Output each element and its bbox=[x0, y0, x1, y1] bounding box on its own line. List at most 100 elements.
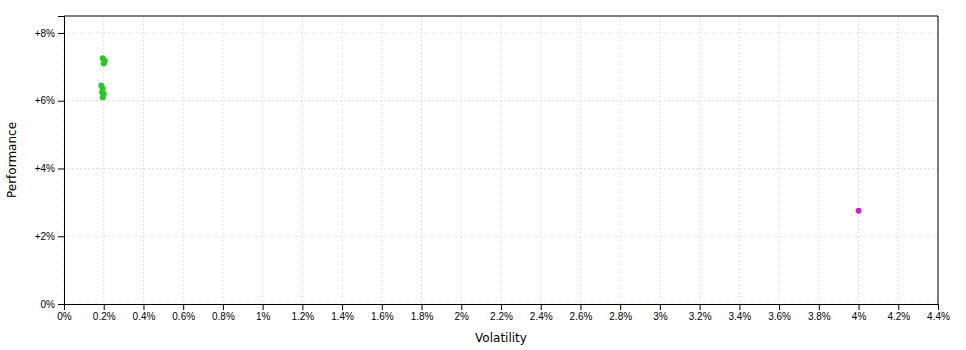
tick-label: 4% bbox=[852, 311, 867, 322]
tick-mark bbox=[382, 304, 383, 310]
tick-label: +2% bbox=[35, 231, 55, 242]
tick-mark bbox=[779, 304, 780, 310]
tick-label: 0% bbox=[41, 299, 56, 310]
tick-label: 3% bbox=[653, 311, 668, 322]
tick-mark bbox=[183, 304, 184, 310]
grid-line bbox=[64, 100, 938, 101]
tick-label: +6% bbox=[35, 95, 55, 106]
grid-line bbox=[540, 16, 541, 304]
grid-line bbox=[183, 16, 184, 304]
grid-line bbox=[501, 16, 502, 304]
grid-line bbox=[898, 16, 899, 304]
tick-mark bbox=[461, 304, 462, 310]
tick-label: 3.8% bbox=[808, 311, 831, 322]
x-axis-title: Volatility bbox=[475, 331, 527, 345]
tick: 3.8% bbox=[808, 304, 831, 322]
tick-mark bbox=[620, 304, 621, 310]
grid-line bbox=[421, 16, 422, 304]
grid-line bbox=[699, 16, 700, 304]
tick: 0.2% bbox=[93, 304, 116, 322]
tick-mark bbox=[422, 304, 423, 310]
grid-line bbox=[222, 16, 223, 304]
tick: 2.8% bbox=[609, 304, 632, 322]
tick: +8% bbox=[35, 28, 64, 39]
point bbox=[101, 60, 107, 66]
y-axis: 0% +2% +4% +6% +8% bbox=[35, 17, 65, 310]
tick-mark bbox=[263, 304, 264, 310]
grid-line bbox=[858, 16, 859, 304]
tick-mark bbox=[739, 304, 740, 310]
tick: 1.4% bbox=[331, 304, 354, 322]
tick-mark bbox=[104, 304, 105, 310]
tick-label: 0.6% bbox=[172, 311, 195, 322]
grid-line bbox=[64, 32, 938, 33]
grid-line bbox=[659, 16, 660, 304]
tick-label: 3.4% bbox=[728, 311, 751, 322]
tick-label: 0.2% bbox=[93, 311, 116, 322]
point bbox=[100, 94, 106, 100]
tick-label: 1% bbox=[256, 311, 271, 322]
tick: 2.2% bbox=[490, 304, 513, 322]
tick-mark bbox=[938, 304, 939, 310]
tick: 2.4% bbox=[530, 304, 553, 322]
grid bbox=[64, 16, 938, 304]
tick: 0.6% bbox=[172, 304, 195, 322]
tick: 4.2% bbox=[887, 304, 910, 322]
tick-label: 2.4% bbox=[530, 311, 553, 322]
tick-label: 2.2% bbox=[490, 311, 513, 322]
tick-mark bbox=[302, 304, 303, 310]
tick-label: 4.2% bbox=[887, 311, 910, 322]
grid-line bbox=[64, 236, 938, 237]
tick: 0.8% bbox=[212, 304, 235, 322]
grid-line bbox=[302, 16, 303, 304]
chart: 0%0.2%0.4%0.6%0.8%1%1.2%1.4%1.6%1.8%2%2.… bbox=[0, 0, 966, 350]
grid-line bbox=[262, 16, 263, 304]
frame bbox=[64, 16, 938, 17]
tick: 1.6% bbox=[371, 304, 394, 322]
axis-line bbox=[58, 17, 65, 305]
tick-label: 1.8% bbox=[411, 311, 434, 322]
plot: 0%0.2%0.4%0.6%0.8%1%1.2%1.4%1.6%1.8%2%2.… bbox=[35, 16, 950, 322]
tick: 1.8% bbox=[411, 304, 434, 322]
x-axis: 0%0.2%0.4%0.6%0.8%1%1.2%1.4%1.6%1.8%2%2.… bbox=[57, 304, 950, 322]
tick: 1% bbox=[256, 304, 271, 322]
tick-label: 3.6% bbox=[768, 311, 791, 322]
grid-line bbox=[143, 16, 144, 304]
tick: 2% bbox=[455, 304, 470, 322]
tick-mark bbox=[501, 304, 502, 310]
tick-label: +8% bbox=[35, 28, 55, 39]
tick: 3.4% bbox=[728, 304, 751, 322]
tick: 0.4% bbox=[133, 304, 156, 322]
grid-line bbox=[818, 16, 819, 304]
tick-mark bbox=[342, 304, 343, 310]
grid-line bbox=[938, 16, 939, 304]
tick-mark bbox=[859, 304, 860, 310]
tick-label: 1.4% bbox=[331, 311, 354, 322]
tick-label: 1.6% bbox=[371, 311, 394, 322]
series bbox=[100, 55, 108, 66]
y-axis-title: Performance bbox=[5, 122, 19, 198]
tick-label: 2% bbox=[455, 311, 470, 322]
series bbox=[98, 82, 106, 100]
tick-mark bbox=[223, 304, 224, 310]
tick: 3.2% bbox=[689, 304, 712, 322]
grid-line bbox=[779, 16, 780, 304]
tick-label: 4.4% bbox=[927, 311, 950, 322]
grid-line bbox=[381, 16, 382, 304]
tick: 4.4% bbox=[927, 304, 950, 322]
tick: 4% bbox=[852, 304, 867, 322]
tick-label: 3.2% bbox=[689, 311, 712, 322]
tick-mark bbox=[580, 304, 581, 310]
tick: +4% bbox=[35, 163, 64, 174]
grid-line bbox=[739, 16, 740, 304]
tick: 0% bbox=[57, 304, 72, 322]
grid-line bbox=[64, 168, 938, 169]
tick-mark bbox=[143, 304, 144, 310]
tick-label: 0.4% bbox=[133, 311, 156, 322]
tick: 3% bbox=[653, 304, 668, 322]
tick-label: 0% bbox=[57, 311, 72, 322]
grid-line bbox=[342, 16, 343, 304]
tick-mark bbox=[58, 101, 64, 102]
tick: 2.6% bbox=[570, 304, 593, 322]
axis-line bbox=[65, 305, 939, 311]
